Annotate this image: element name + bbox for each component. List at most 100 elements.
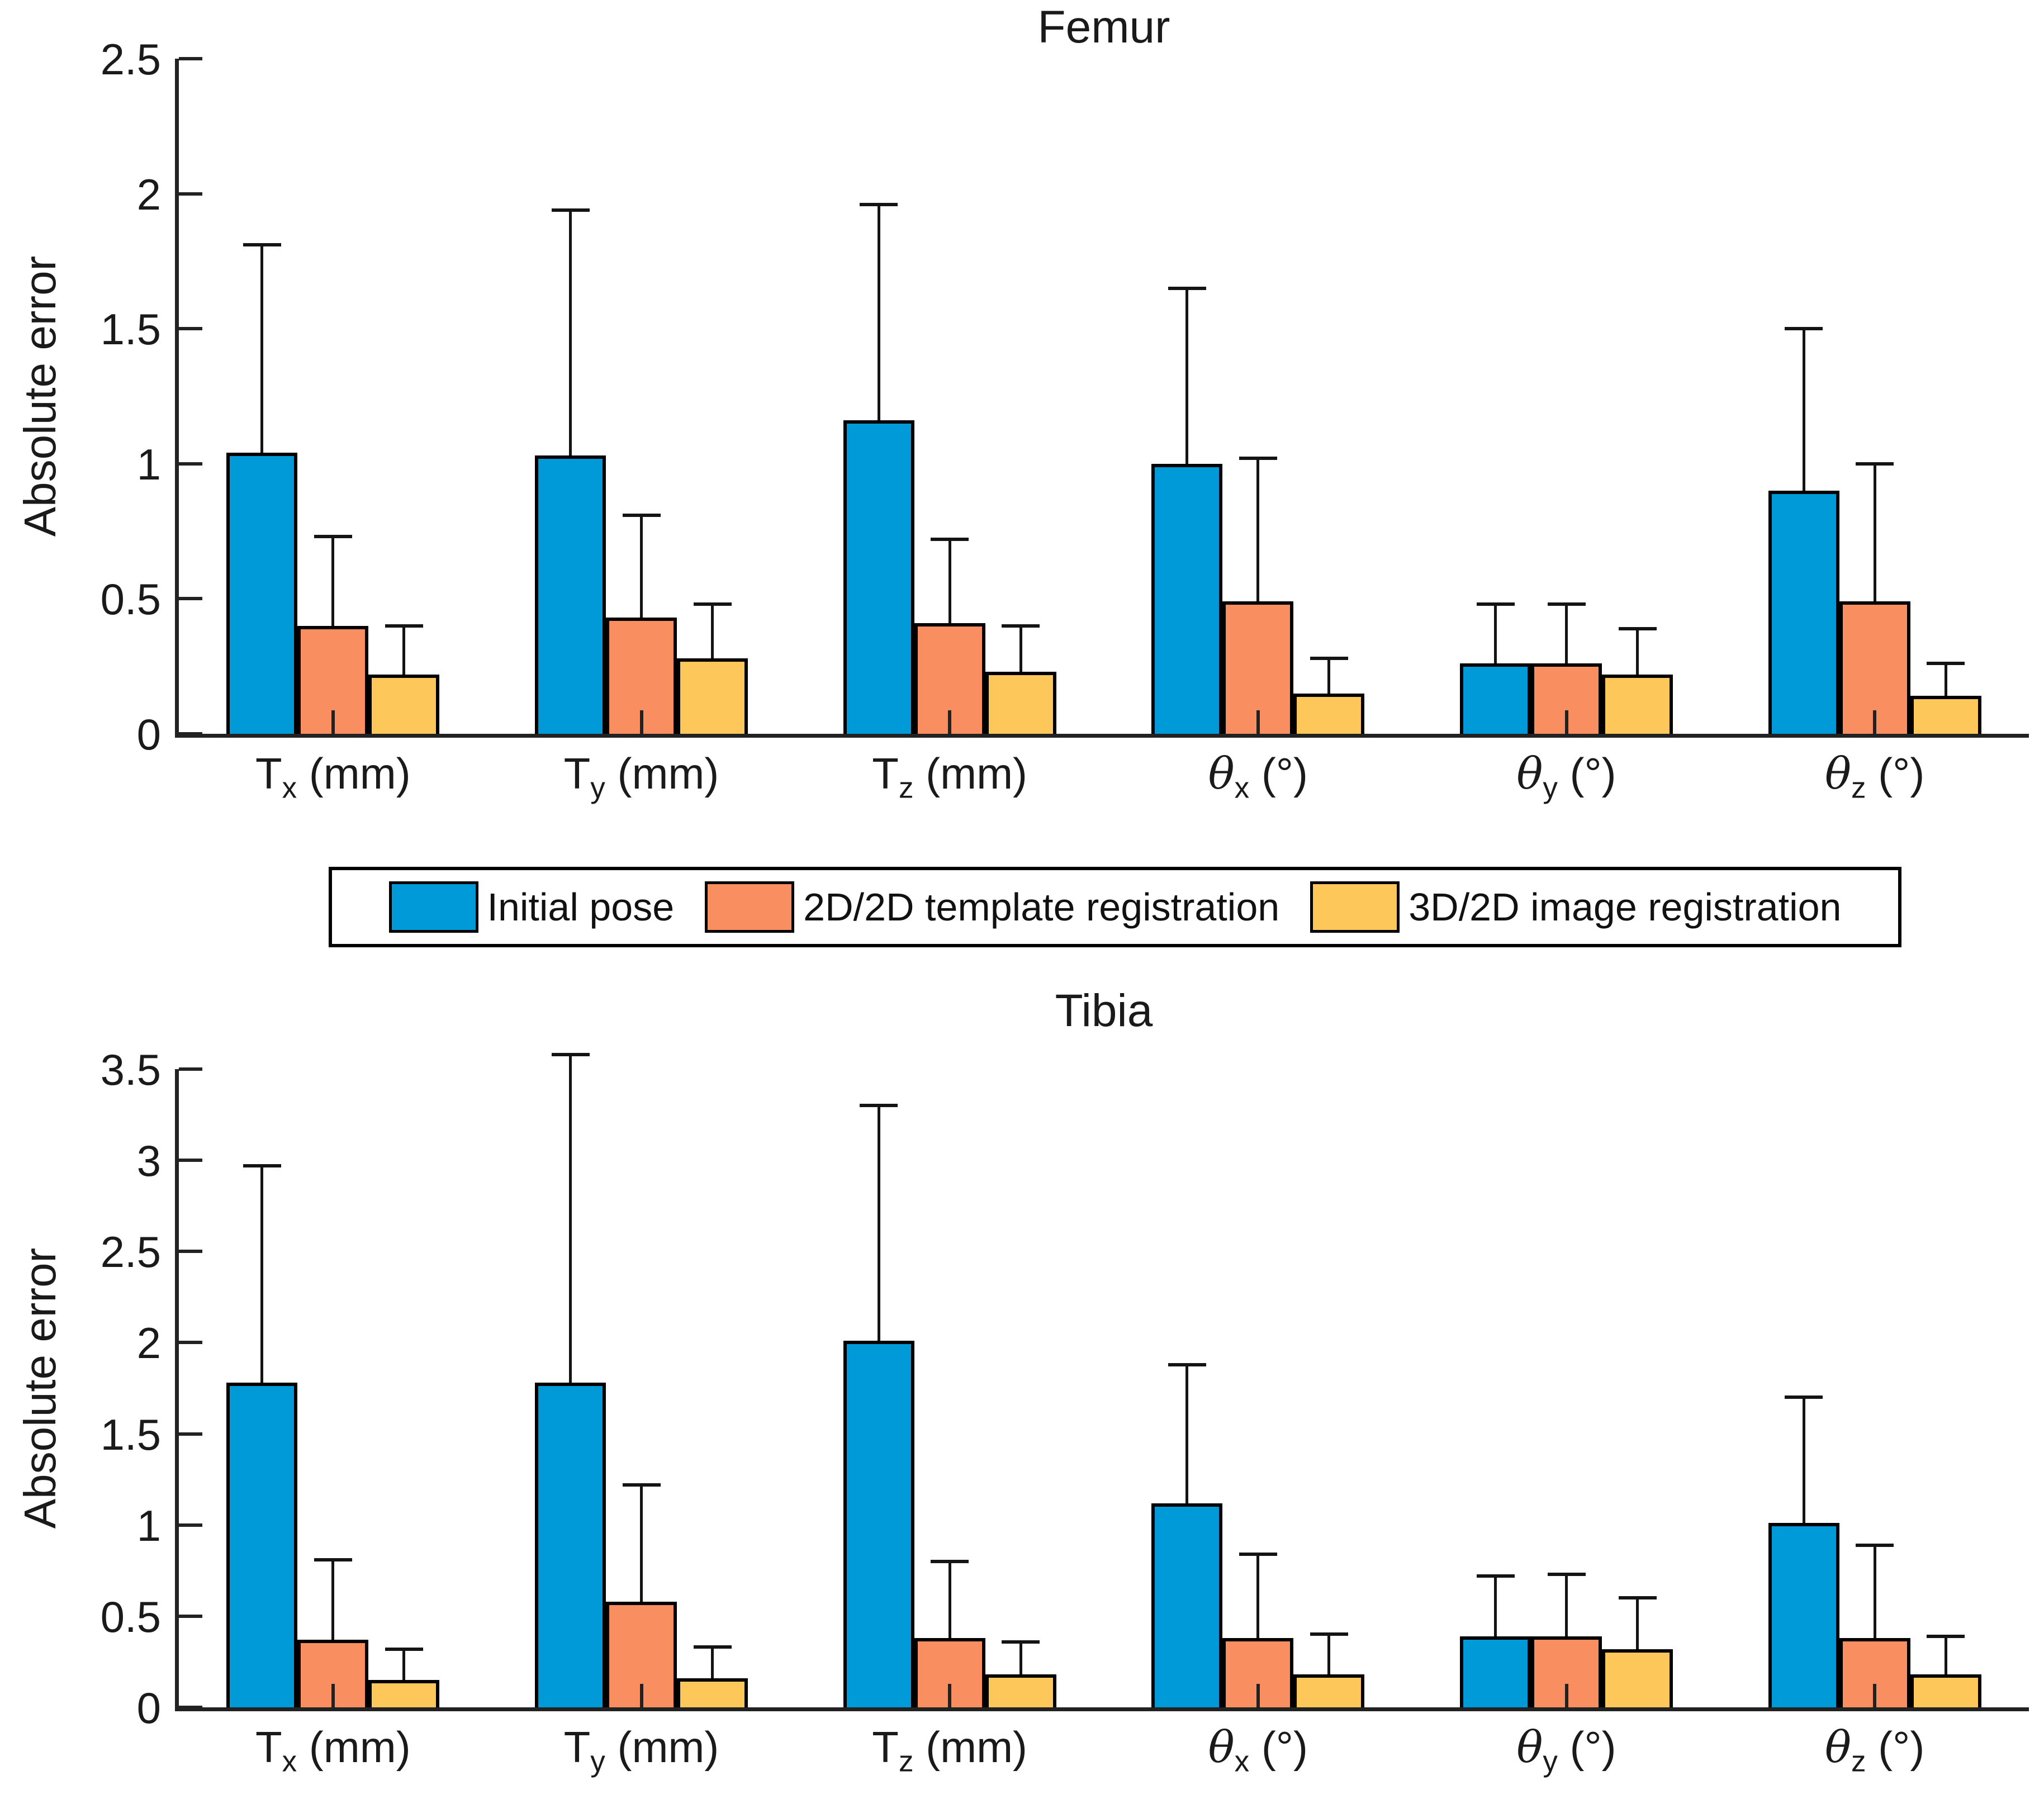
x-category-label: θy (°) [1516, 1725, 1616, 1777]
bar-femur-0-0 [226, 453, 298, 734]
error-cap [243, 243, 281, 247]
y-tick [179, 597, 202, 601]
error-whisker [1019, 625, 1022, 672]
x-category-label: θx (°) [1208, 1722, 1308, 1777]
femur-y-axis-label: Absolute error [15, 255, 65, 537]
x-category-label: Tx (mm) [255, 1722, 411, 1777]
error-cap [1476, 602, 1515, 606]
y-tick-label: 0.5 [100, 575, 161, 624]
error-whisker [402, 625, 406, 675]
y-tick [179, 462, 202, 466]
x-category-label: θx (°) [1208, 749, 1308, 803]
y-tick [179, 192, 202, 196]
x-tick [948, 710, 952, 734]
bar-tibia-2-0 [843, 1341, 914, 1707]
bar-femur-5-2 [1910, 696, 1981, 734]
x-category-symbol: T [255, 1722, 282, 1772]
error-whisker [1873, 463, 1876, 602]
error-whisker [948, 1561, 951, 1638]
y-tick-label: 1.5 [100, 1409, 161, 1459]
y-tick-label: 2 [136, 1318, 161, 1368]
error-whisker [569, 1054, 572, 1383]
error-whisker [1565, 604, 1568, 664]
x-category-unit: (mm) [913, 1722, 1028, 1772]
y-tick-label: 0 [136, 710, 161, 759]
bar-tibia-1-2 [677, 1678, 748, 1707]
error-whisker [877, 204, 880, 421]
x-category-unit: (mm) [605, 749, 719, 798]
x-category-subscript: x [1234, 1745, 1250, 1778]
error-cap [622, 513, 661, 517]
error-whisker [1494, 1576, 1497, 1636]
x-category-subscript: z [898, 1745, 914, 1778]
y-tick-label: 1.5 [100, 305, 161, 354]
x-category-label: θy (°) [1516, 749, 1616, 803]
y-tick-label: 2.5 [100, 35, 161, 84]
error-whisker [1256, 1554, 1260, 1638]
x-category-subscript: x [282, 1745, 297, 1778]
y-tick-label: 1 [136, 1501, 161, 1550]
bar-femur-1-2 [677, 658, 748, 734]
error-cap [693, 1645, 732, 1649]
error-whisker [1873, 1545, 1876, 1638]
bar-femur-4-0 [1460, 663, 1531, 734]
x-category-subscript: z [1851, 771, 1866, 805]
x-category-unit: (°) [1249, 1722, 1308, 1772]
bar-tibia-3-0 [1151, 1503, 1223, 1707]
x-category-symbol: θ [1825, 749, 1851, 799]
x-category-subscript: x [1234, 771, 1250, 805]
error-cap [931, 538, 969, 542]
x-category-label: Ty (mm) [564, 749, 719, 803]
tibia-chart-title: Tibia [1055, 985, 1153, 1036]
x-category-symbol: θ [1208, 1722, 1235, 1773]
error-cap [243, 1164, 281, 1167]
error-cap [1856, 462, 1894, 466]
x-category-unit: (°) [1249, 749, 1308, 798]
x-category-unit: (°) [1866, 749, 1925, 798]
error-cap [1476, 1574, 1515, 1578]
x-category-label: θz (°) [1825, 1725, 1924, 1777]
error-cap [1547, 602, 1586, 606]
x-category-subscript: y [590, 1745, 605, 1778]
x-category-symbol: θ [1516, 1722, 1543, 1773]
x-tick [639, 710, 643, 734]
y-tick [179, 1067, 202, 1071]
error-whisker [1636, 1598, 1639, 1649]
x-category-label: Ty (mm) [564, 1725, 719, 1777]
y-tick [179, 1614, 202, 1618]
x-category-symbol: θ [1516, 749, 1543, 799]
error-whisker [1944, 663, 1947, 696]
x-category-label: Tx (mm) [255, 749, 411, 803]
legend-swatch-2d2d-template-registration [705, 881, 795, 933]
bar-femur-2-2 [985, 671, 1056, 734]
x-tick [1256, 1684, 1260, 1707]
error-cap [1927, 662, 1965, 666]
error-whisker [948, 539, 951, 623]
error-whisker [1019, 1641, 1022, 1675]
bar-tibia-2-2 [985, 1674, 1056, 1707]
error-cap [314, 535, 352, 539]
x-tick [1256, 710, 1260, 734]
error-cap [1618, 1596, 1657, 1600]
x-category-label: Tz (mm) [872, 1722, 1028, 1777]
x-category-symbol: T [872, 749, 899, 798]
error-cap [1002, 1640, 1040, 1644]
legend-label-2d2d-template-registration: 2D/2D template registration [803, 885, 1280, 929]
error-cap [1310, 656, 1348, 660]
x-category-unit: (°) [1557, 749, 1616, 798]
x-category-label: θz (°) [1825, 749, 1925, 803]
legend-swatch-initial-pose [388, 881, 478, 933]
error-whisker [1565, 1574, 1568, 1636]
error-cap [314, 1558, 352, 1561]
y-tick [179, 1250, 202, 1254]
error-whisker [331, 537, 335, 626]
x-category-symbol: T [255, 749, 282, 798]
y-tick [179, 1159, 202, 1162]
error-cap [1785, 327, 1823, 331]
bar-tibia-3-2 [1293, 1674, 1365, 1707]
x-axis-line [175, 734, 2029, 738]
y-tick [179, 1706, 202, 1709]
bar-tibia-0-0 [226, 1383, 298, 1707]
x-tick [1873, 1684, 1877, 1707]
y-tick-label: 0 [136, 1683, 161, 1732]
